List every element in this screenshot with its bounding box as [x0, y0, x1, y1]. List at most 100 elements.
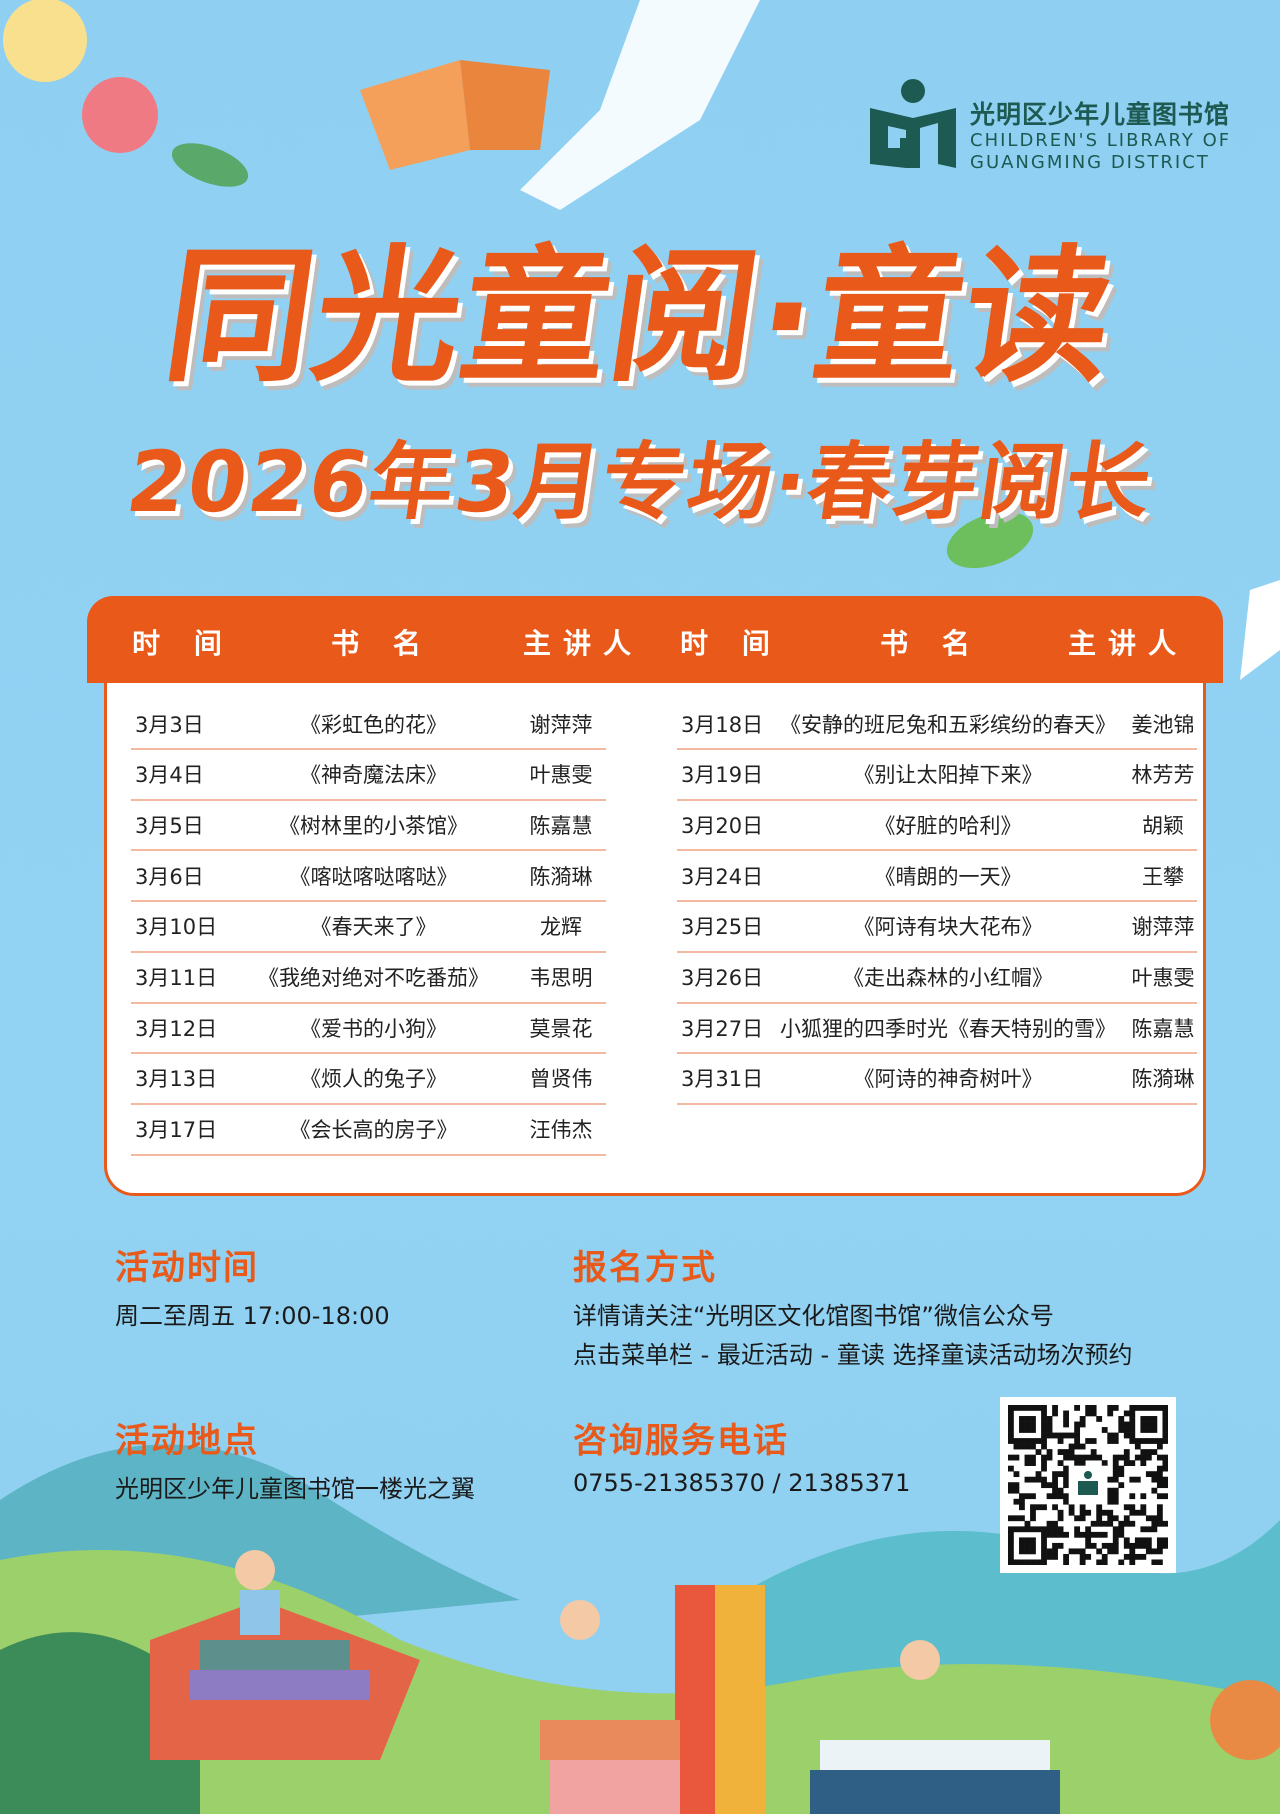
- date-cell: 3月11日: [135, 966, 218, 990]
- table-row: 3月13日 《烦人的兔子》 曾贤伟: [131, 1054, 606, 1105]
- logo-name-en-line1: CHILDREN'S LIBRARY OF: [970, 130, 1232, 151]
- table-row: 3月18日 《安静的班尼兔和五彩缤纷的春天》 姜池锦: [677, 699, 1197, 750]
- date-cell: 3月13日: [135, 1067, 218, 1092]
- date-cell: 3月20日: [681, 813, 764, 838]
- book-cell: 《别让太阳掉下来》: [853, 763, 1043, 788]
- book-cell: 《彩虹色的花》: [300, 712, 447, 737]
- speaker-cell: 谢萍萍: [529, 712, 593, 737]
- flower-icon: [82, 77, 158, 153]
- date-cell: 3月19日: [681, 763, 764, 788]
- speaker-cell: 叶惠雯: [529, 763, 593, 788]
- subtitle: 2026年3月专场·春芽阅长: [121, 433, 1159, 531]
- speaker-cell: 林芳芳: [1131, 763, 1195, 788]
- date-cell: 3月6日: [135, 864, 204, 889]
- date-cell: 3月18日: [681, 712, 764, 737]
- child-figure: [900, 1640, 940, 1680]
- signup-line1: 详情请关注“光明区文化馆图书馆”微信公众号: [573, 1302, 1054, 1330]
- qr-code[interactable]: [1000, 1397, 1176, 1573]
- signup-heading: 报名方式: [573, 1248, 717, 1288]
- date-cell: 3月25日: [681, 915, 764, 940]
- flower-icon: [3, 0, 87, 82]
- header-date: 时 间: [680, 627, 782, 660]
- date-cell: 3月5日: [135, 813, 204, 838]
- speaker-cell: 莫景花: [529, 1016, 593, 1041]
- table-row: 3月25日 《阿诗有块大花布》 谢萍萍: [677, 902, 1197, 953]
- schedule-table-header: 时 间 书 名 主讲人 时 间 书 名 主讲人: [87, 596, 1223, 683]
- logo-name-en-line2: GUANGMING DISTRICT: [970, 152, 1210, 173]
- phone-heading: 咨询服务电话: [573, 1421, 789, 1461]
- date-cell: 3月17日: [135, 1118, 218, 1143]
- leaf-icon: [946, 511, 1034, 569]
- speaker-cell: 韦思明: [529, 966, 593, 990]
- place-heading: 活动地点: [115, 1421, 259, 1461]
- speaker-cell: 王攀: [1142, 864, 1184, 889]
- time-text: 周二至周五 17:00-18:00: [115, 1302, 390, 1330]
- cloud-streak: [520, 0, 760, 210]
- date-cell: 3月4日: [135, 763, 204, 788]
- header-speaker: 主讲人: [522, 627, 644, 660]
- book-cell: 《树林里的小茶馆》: [279, 813, 468, 838]
- header-book: 书 名: [880, 627, 982, 660]
- library-logo-icon: [870, 79, 956, 168]
- book-cell: 《会长高的房子》: [289, 1118, 458, 1143]
- book-spine: [675, 1585, 715, 1814]
- book-cell: 《爱书的小狗》: [300, 1016, 447, 1041]
- book-cell: 《走出森林的小红帽》: [843, 966, 1053, 990]
- speaker-cell: 姜池锦: [1131, 712, 1195, 737]
- speaker-cell: 胡颖: [1142, 813, 1184, 838]
- open-book-icon: [360, 60, 470, 170]
- book-cell: 《安静的班尼兔和五彩缤纷的春天》: [780, 712, 1116, 737]
- table-row: 3月31日 《阿诗的神奇树叶》 陈漪琳: [677, 1054, 1197, 1105]
- table-row: 3月6日 《喀哒喀哒喀哒》 陈漪琳: [131, 851, 606, 903]
- place-text: 光明区少年儿童图书馆一楼光之翼: [115, 1475, 475, 1503]
- speaker-cell: 曾贤伟: [529, 1067, 593, 1092]
- speaker-cell: 谢萍萍: [1131, 915, 1195, 940]
- child-figure: [560, 1600, 600, 1640]
- header-book: 书 名: [331, 627, 433, 660]
- date-cell: 3月31日: [681, 1067, 764, 1092]
- book-stack: [820, 1740, 1050, 1770]
- table-row: 3月17日 《会长高的房子》 汪伟杰: [131, 1105, 606, 1156]
- date-cell: 3月3日: [135, 712, 204, 737]
- book-cell: 小狐狸的四季时光《春天特别的雪》: [780, 1016, 1116, 1041]
- book-cell: 《阿诗有块大花布》: [853, 915, 1043, 940]
- qr-code-icon: [1008, 1405, 1169, 1566]
- speaker-cell: 陈嘉慧: [1131, 1016, 1195, 1041]
- speaker-cell: 陈漪琳: [1131, 1067, 1195, 1092]
- table-row: 3月5日 《树林里的小茶馆》 陈嘉慧: [131, 800, 606, 852]
- table-row: 3月19日 《别让太阳掉下来》 林芳芳: [677, 750, 1197, 801]
- speaker-cell: 陈嘉慧: [529, 813, 593, 838]
- table-row: 3月24日 《晴朗的一天》 王攀: [677, 851, 1197, 903]
- table-row: 3月20日 《好脏的哈利》 胡颖: [677, 800, 1197, 852]
- table-row: 3月11日 《我绝对绝对不吃番茄》 韦思明: [131, 953, 606, 1004]
- schedule-table: 3月3日 《彩虹色的花》 谢萍萍 3月4日 《神奇魔法床》 叶惠雯 3月5日 《树林里的小茶馆…: [104, 683, 1206, 1196]
- book-cell: 《好脏的哈利》: [874, 813, 1022, 838]
- date-cell: 3月27日: [681, 1016, 764, 1041]
- child-figure: [235, 1550, 275, 1590]
- logo-name-en: CHILDREN'S LIBRARY OF GUANGMING DISTRICT: [970, 130, 1231, 174]
- logo-name-cn: 光明区少年儿童图书馆: [970, 100, 1231, 129]
- leaf-icon: [171, 143, 249, 187]
- speaker-cell: 陈漪琳: [529, 864, 593, 889]
- date-cell: 3月26日: [681, 966, 764, 990]
- book-cell: 《喀哒喀哒喀哒》: [289, 864, 458, 889]
- table-row: 3月27日 小狐狸的四季时光《春天特别的雪》 陈嘉慧: [677, 1003, 1197, 1055]
- book-cell: 《春天来了》: [310, 915, 437, 940]
- book-cell: 《阿诗的神奇树叶》: [853, 1067, 1043, 1092]
- book-cell: 《神奇魔法床》: [300, 763, 447, 788]
- phone-text: 0755-21385370 / 21385371: [573, 1469, 911, 1497]
- table-row: 3月3日 《彩虹色的花》 谢萍萍: [131, 699, 606, 750]
- speaker-cell: 叶惠雯: [1131, 966, 1195, 990]
- date-cell: 3月12日: [135, 1016, 218, 1041]
- table-row: 3月10日 《春天来了》 龙辉: [131, 902, 606, 953]
- book-cell: 《我绝对绝对不吃番茄》: [258, 966, 489, 990]
- speaker-cell: 龙辉: [540, 915, 582, 940]
- cloud-right: [1240, 580, 1280, 680]
- book-cell: 《晴朗的一天》: [874, 864, 1022, 889]
- main-title: 同光童阅·童读: [155, 232, 1125, 402]
- speaker-cell: 汪伟杰: [529, 1118, 593, 1143]
- date-cell: 3月10日: [135, 915, 218, 940]
- signup-line2: 点击菜单栏 - 最近活动 - 童读 选择童读活动场次预约: [573, 1341, 1133, 1369]
- table-row: 3月26日 《走出森林的小红帽》 叶惠雯: [677, 953, 1197, 1004]
